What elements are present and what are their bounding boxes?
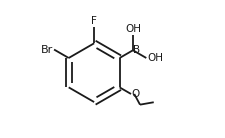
Text: O: O xyxy=(132,89,140,99)
Text: OH: OH xyxy=(125,24,141,34)
Text: OH: OH xyxy=(147,53,163,63)
Text: F: F xyxy=(91,16,97,26)
Text: Br: Br xyxy=(41,45,53,55)
Text: B: B xyxy=(133,45,140,55)
